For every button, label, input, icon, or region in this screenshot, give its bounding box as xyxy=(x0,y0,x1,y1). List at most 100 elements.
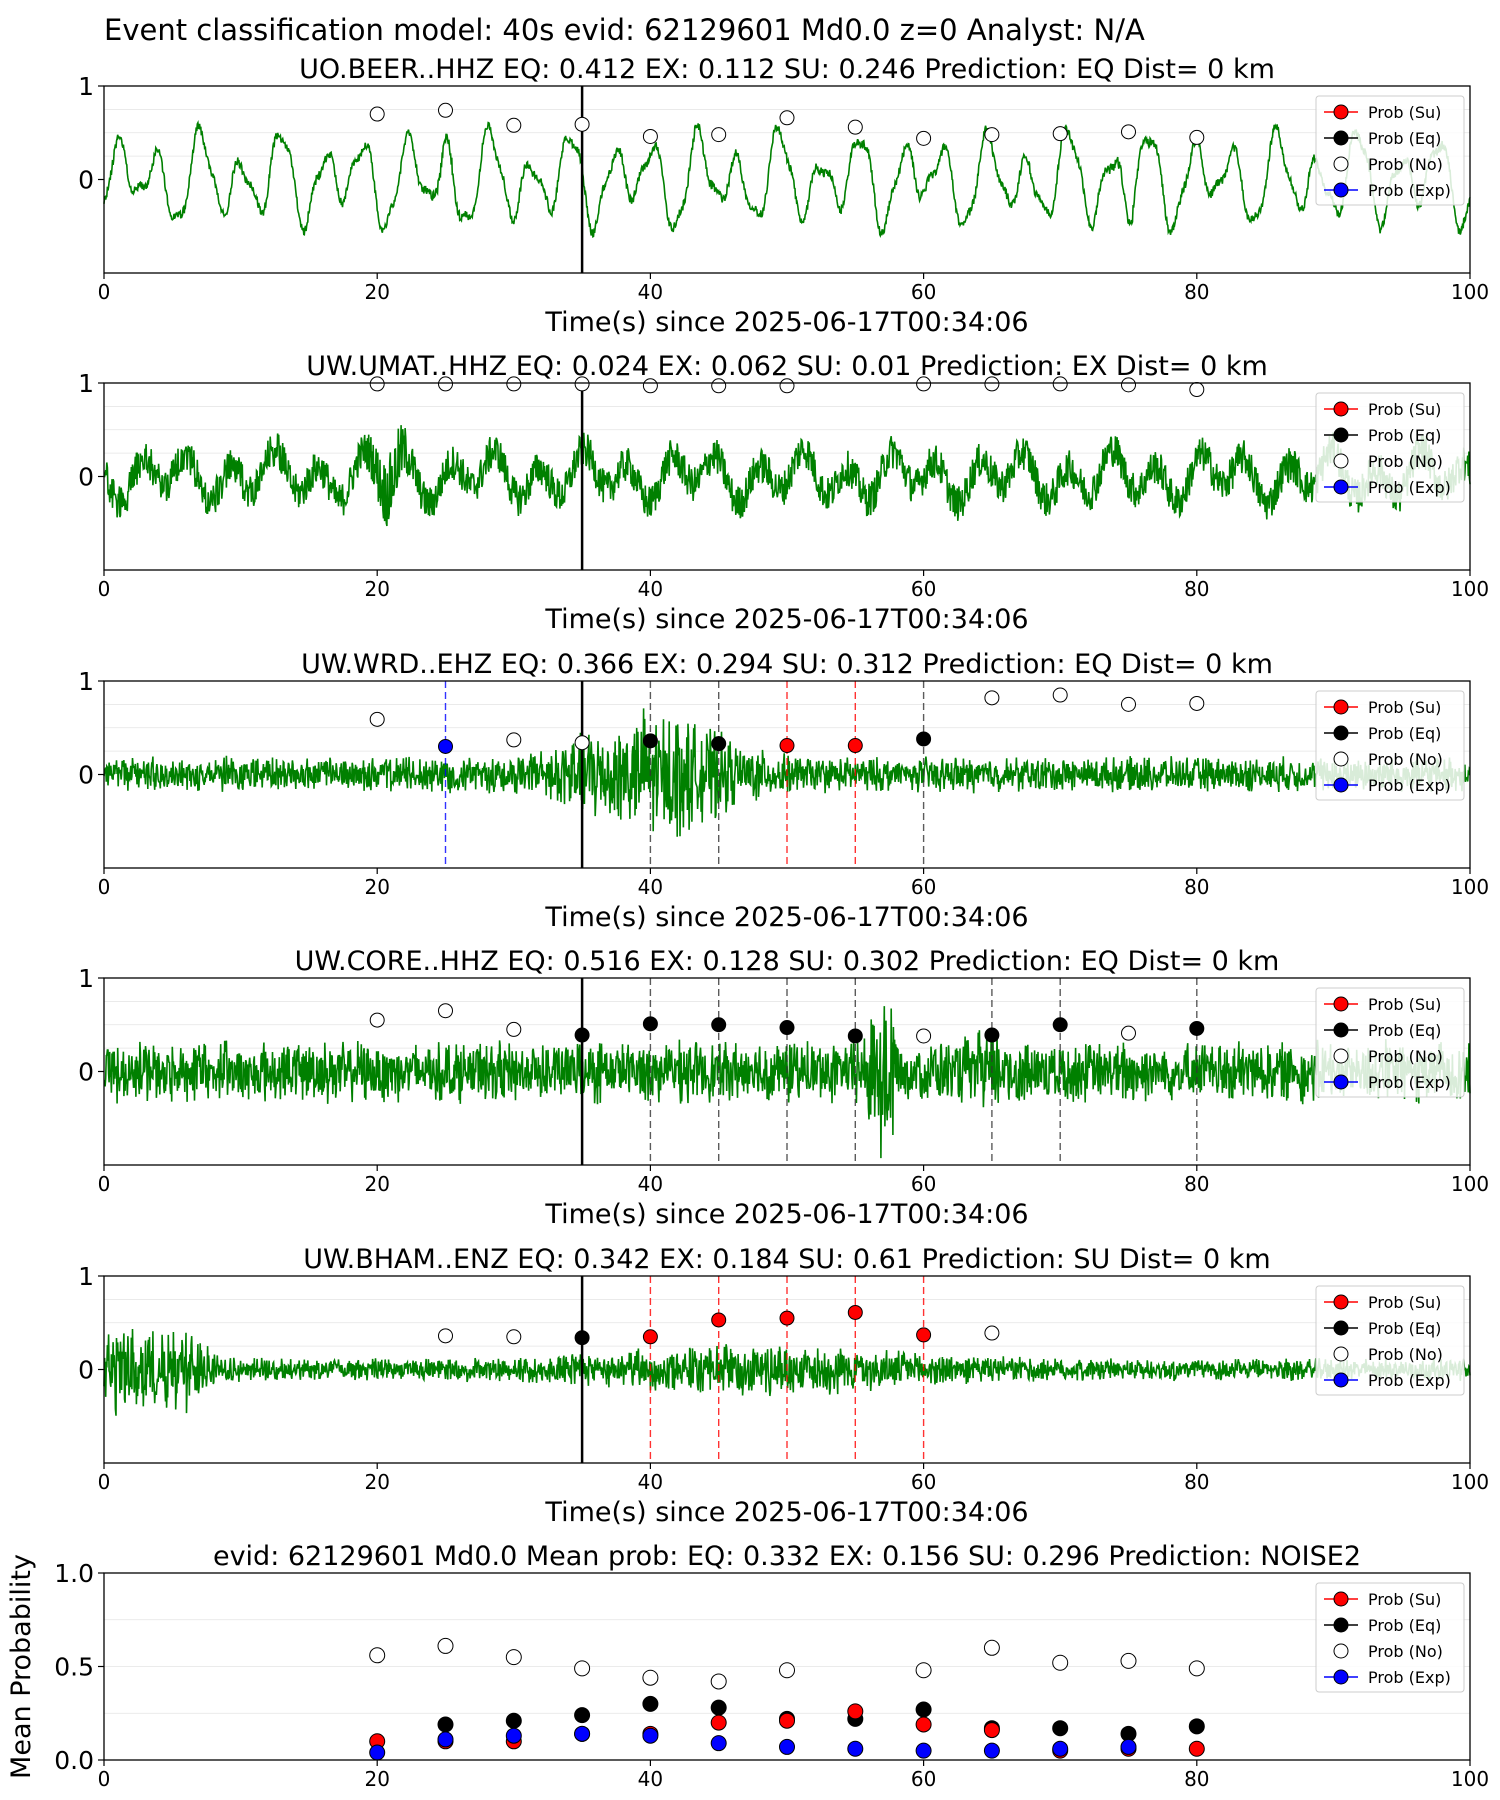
y-tick-label-2-0: 1 xyxy=(78,667,94,696)
prob-point-2-5 xyxy=(711,736,727,752)
x-tick-label-1-3: 60 xyxy=(911,577,936,601)
legend-label-su-1: Prob (Su) xyxy=(1368,400,1441,419)
x-tick-label-5-2: 40 xyxy=(638,1767,663,1791)
mean-point-no-1 xyxy=(437,1637,454,1654)
figure-suptitle: Event classification model: 40s evid: 62… xyxy=(104,13,1145,47)
prob-point-3-5 xyxy=(711,1017,727,1033)
legend-label-su-4: Prob (Su) xyxy=(1368,1293,1441,1312)
prob-point-3-8 xyxy=(916,1028,932,1044)
legend-marker-no-0 xyxy=(1333,156,1349,172)
prob-point-1-3 xyxy=(574,376,590,392)
prob-point-3-11 xyxy=(1121,1025,1136,1041)
y-tick-label-5-2: 0.0 xyxy=(54,1746,94,1775)
prob-point-2-12 xyxy=(1189,695,1205,711)
x-tick-label-1-0: 0 xyxy=(98,577,111,601)
prob-point-1-8 xyxy=(984,376,1000,392)
prob-point-4-3 xyxy=(642,1329,658,1345)
prob-point-2-8 xyxy=(916,731,932,747)
mean-point-exp-1 xyxy=(437,1731,454,1748)
legend-label-exp-0: Prob (Exp) xyxy=(1368,181,1451,200)
prob-point-4-0 xyxy=(438,1328,453,1344)
mean-point-no-8 xyxy=(983,1639,1000,1656)
mean-point-no-9 xyxy=(1052,1654,1069,1671)
legend-marker-exp-1 xyxy=(1333,479,1349,495)
legend-marker-no-4 xyxy=(1333,1346,1349,1362)
y-axis-label-5: Mean Probability xyxy=(6,1554,37,1779)
prob-point-4-7 xyxy=(916,1327,932,1343)
prob-point-2-1 xyxy=(438,738,453,754)
mean-point-exp-7 xyxy=(847,1740,864,1757)
x-tick-label-2-1: 20 xyxy=(364,875,389,899)
prob-point-2-6 xyxy=(779,738,795,754)
legend-box-5 xyxy=(1315,1582,1465,1693)
legend-marker-su-2 xyxy=(1333,699,1349,715)
panel-title-5: evid: 62129601 Md0.0 Mean prob: EQ: 0.33… xyxy=(213,1541,1361,1572)
x-tick-label-3-1: 20 xyxy=(364,1172,389,1196)
legend-label-exp-1: Prob (Exp) xyxy=(1368,478,1451,497)
prob-point-1-11 xyxy=(1189,382,1205,398)
panel-2: UW.WRD..EHZ EQ: 0.366 EX: 0.294 SU: 0.31… xyxy=(78,649,1489,933)
mean-point-no-7 xyxy=(915,1662,932,1679)
mean-point-su-5 xyxy=(710,1714,727,1731)
x-tick-label-0-1: 20 xyxy=(364,280,389,304)
prob-point-0-3 xyxy=(574,116,590,132)
legend-label-su-5: Prob (Su) xyxy=(1368,1590,1441,1609)
y-tick-label-3-0: 1 xyxy=(78,964,94,993)
panel-title-1: UW.UMAT..HHZ EQ: 0.024 EX: 0.062 SU: 0.0… xyxy=(306,351,1268,382)
waveform-1 xyxy=(103,425,1471,527)
prob-point-0-7 xyxy=(847,119,863,135)
x-axis-label-2: Time(s) since 2025-06-17T00:34:06 xyxy=(544,902,1028,933)
x-tick-label-1-5: 100 xyxy=(1451,577,1489,601)
prob-point-0-12 xyxy=(1189,129,1205,145)
y-tick-label-1-0: 1 xyxy=(78,369,94,398)
y-tick-label-4-1: 0 xyxy=(78,1356,94,1385)
prob-point-4-5 xyxy=(779,1310,795,1326)
legend-marker-su-1 xyxy=(1333,401,1349,417)
legend-label-no-4: Prob (No) xyxy=(1368,1345,1443,1364)
x-tick-label-5-5: 100 xyxy=(1451,1767,1489,1791)
legend-label-exp-5: Prob (Exp) xyxy=(1368,1668,1451,1687)
prob-point-4-4 xyxy=(711,1312,727,1328)
legend-marker-eq-5 xyxy=(1333,1617,1349,1633)
prob-point-0-6 xyxy=(779,110,795,126)
mean-point-exp-3 xyxy=(574,1725,591,1742)
prob-point-0-9 xyxy=(984,127,1000,143)
legend-box-2 xyxy=(1315,690,1465,801)
legend-box-1 xyxy=(1315,392,1465,503)
prob-point-1-4 xyxy=(642,378,658,394)
legend-label-su-0: Prob (Su) xyxy=(1368,103,1441,122)
panel-1: UW.UMAT..HHZ EQ: 0.024 EX: 0.062 SU: 0.0… xyxy=(78,351,1489,635)
mean-point-eq-1 xyxy=(505,1712,522,1729)
mean-point-exp-5 xyxy=(710,1735,727,1752)
x-tick-label-5-4: 80 xyxy=(1184,1767,1209,1791)
x-tick-label-1-4: 80 xyxy=(1184,577,1209,601)
x-tick-label-5-0: 0 xyxy=(98,1767,111,1791)
prob-point-4-2 xyxy=(574,1330,590,1346)
panel-title-3: UW.CORE..HHZ EQ: 0.516 EX: 0.128 SU: 0.3… xyxy=(295,946,1280,977)
legend-label-eq-2: Prob (Eq) xyxy=(1368,724,1441,743)
panels: UO.BEER..HHZ EQ: 0.412 EX: 0.112 SU: 0.2… xyxy=(6,54,1489,1791)
prob-point-0-10 xyxy=(1052,126,1068,142)
legend-marker-eq-0 xyxy=(1333,130,1349,146)
prob-point-4-8 xyxy=(984,1325,1000,1341)
x-tick-label-2-4: 80 xyxy=(1184,875,1209,899)
x-tick-label-2-0: 0 xyxy=(98,875,111,899)
x-tick-label-3-4: 80 xyxy=(1184,1172,1209,1196)
legend-box-4 xyxy=(1315,1285,1465,1396)
prob-point-3-6 xyxy=(779,1020,795,1036)
legend-marker-su-4 xyxy=(1333,1294,1349,1310)
legend-marker-no-5 xyxy=(1333,1643,1349,1659)
legend-label-no-3: Prob (No) xyxy=(1368,1047,1443,1066)
prob-point-3-12 xyxy=(1189,1020,1205,1036)
legend-marker-exp-3 xyxy=(1333,1074,1349,1090)
x-tick-label-1-1: 20 xyxy=(364,577,389,601)
legend-label-exp-4: Prob (Exp) xyxy=(1368,1371,1451,1390)
mean-point-eq-4 xyxy=(710,1699,727,1716)
legend-label-no-5: Prob (No) xyxy=(1368,1642,1443,1661)
mean-point-su-8 xyxy=(915,1716,932,1733)
prob-point-2-7 xyxy=(847,738,863,754)
prob-point-0-1 xyxy=(438,102,453,118)
x-tick-label-3-5: 100 xyxy=(1451,1172,1489,1196)
prob-point-3-3 xyxy=(574,1027,590,1043)
panel-title-2: UW.WRD..EHZ EQ: 0.366 EX: 0.294 SU: 0.31… xyxy=(301,649,1273,680)
